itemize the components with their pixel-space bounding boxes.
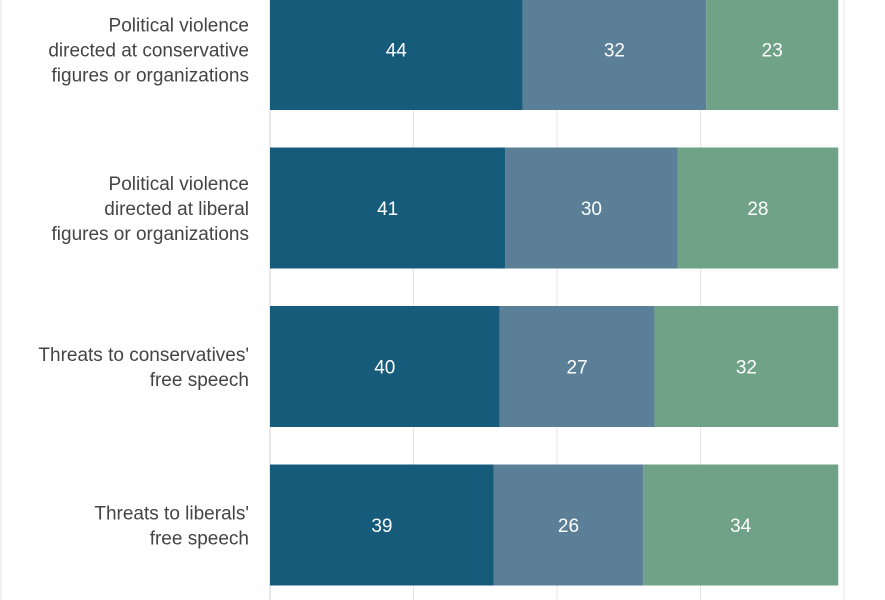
- bar-segment: [270, 464, 494, 586]
- data-label: 39: [371, 516, 392, 537]
- data-label: 41: [377, 199, 398, 220]
- data-label: 27: [567, 358, 588, 379]
- data-label: 30: [581, 199, 602, 220]
- bar-segment: [677, 147, 839, 269]
- category-label: Political violence directed at conservati…: [48, 16, 249, 87]
- bar-segment: [505, 147, 678, 269]
- bar-segment: [270, 0, 523, 110]
- bar-segment: [493, 464, 644, 586]
- bar-segment: [499, 306, 655, 427]
- data-label: 28: [747, 199, 768, 220]
- bar-segment: [706, 0, 839, 110]
- bar-segment: [522, 0, 707, 110]
- data-label: 32: [736, 358, 757, 379]
- bar-segment: [654, 306, 839, 427]
- category-label: Threats to liberals' free speech: [94, 504, 249, 550]
- data-label: 26: [558, 516, 579, 537]
- data-label: 44: [386, 41, 408, 62]
- data-label: 32: [604, 41, 625, 62]
- category-label: Threats to conservatives' free speech: [38, 345, 249, 391]
- bar-segment: [270, 147, 506, 269]
- bar-segment: [643, 464, 839, 586]
- data-label: 23: [762, 41, 783, 62]
- data-label: 40: [374, 358, 395, 379]
- data-label: 34: [730, 516, 752, 537]
- bar-segment: [270, 306, 500, 427]
- category-label: Political violence directed at liberal fig…: [52, 174, 250, 245]
